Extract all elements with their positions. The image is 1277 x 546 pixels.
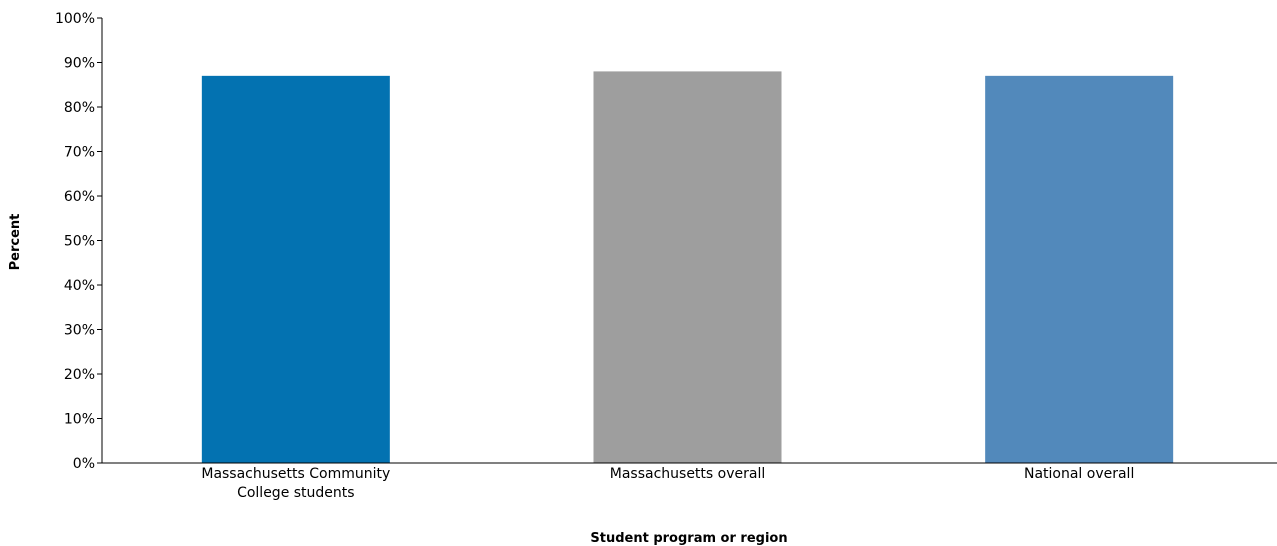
bar bbox=[985, 75, 1174, 463]
y-tick-label: 100% bbox=[55, 11, 95, 27]
y-tick-label: 70% bbox=[64, 145, 95, 161]
y-tick-label: 90% bbox=[64, 56, 95, 72]
bars-group bbox=[201, 71, 1174, 464]
x-category-label: Massachusetts overall bbox=[610, 466, 765, 482]
y-tick-label: 40% bbox=[64, 278, 95, 294]
bar bbox=[593, 71, 782, 464]
x-category-labels-group: Massachusetts Community College studentsM… bbox=[201, 466, 1134, 501]
y-tick-label: 80% bbox=[64, 100, 95, 116]
y-tick-label: 30% bbox=[64, 323, 95, 339]
y-tick-label: 10% bbox=[64, 412, 95, 428]
x-category-label-line: College students bbox=[237, 485, 355, 501]
y-tick-label: 20% bbox=[64, 367, 95, 383]
bar bbox=[201, 75, 390, 463]
y-ticks-group: 0% 10% 20% 30% 40% 50% 60% 70% 80% 90% 100% bbox=[55, 11, 102, 472]
x-category-label-line: Massachusetts overall bbox=[610, 466, 765, 482]
y-tick-label: 50% bbox=[64, 234, 95, 250]
x-axis-title: Student program or region bbox=[590, 531, 787, 546]
y-tick-label: 60% bbox=[64, 189, 95, 205]
y-axis-title: Percent bbox=[8, 214, 23, 271]
x-category-label-line: National overall bbox=[1024, 466, 1134, 482]
x-category-label-line: Massachusetts Community bbox=[201, 466, 390, 482]
x-category-label: Massachusetts Community College students bbox=[201, 466, 390, 501]
x-category-label: National overall bbox=[1024, 466, 1134, 482]
y-tick-label: 0% bbox=[73, 456, 95, 472]
